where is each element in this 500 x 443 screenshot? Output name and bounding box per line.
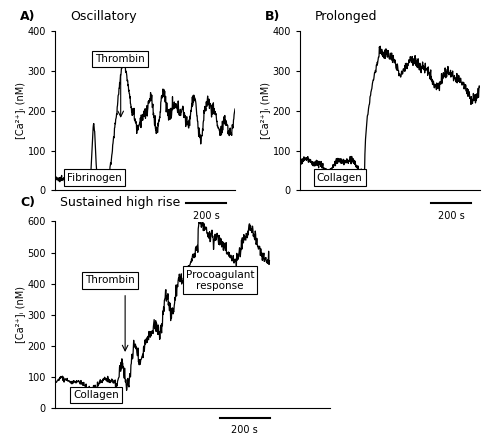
Text: Collagen: Collagen [74, 390, 119, 400]
Text: Oscillatory: Oscillatory [70, 10, 136, 23]
Text: C): C) [20, 196, 35, 209]
Text: Fibrinogen: Fibrinogen [67, 172, 122, 183]
Text: B): B) [265, 10, 280, 23]
Text: Collagen: Collagen [316, 172, 362, 183]
Text: A): A) [20, 10, 36, 23]
Text: 200 s: 200 s [232, 425, 258, 435]
Y-axis label: [Ca²⁺]ᵢ (nM): [Ca²⁺]ᵢ (nM) [14, 286, 24, 343]
Text: Procoagulant
response: Procoagulant response [186, 270, 254, 291]
Text: Thrombin: Thrombin [95, 54, 144, 64]
Text: 200 s: 200 s [193, 211, 220, 221]
Y-axis label: [Ca²⁺]ᵢ (nM): [Ca²⁺]ᵢ (nM) [14, 82, 24, 139]
Text: Prolonged: Prolonged [315, 10, 378, 23]
Text: Sustained high rise: Sustained high rise [60, 196, 180, 209]
Y-axis label: [Ca²⁺]ᵢ (nM): [Ca²⁺]ᵢ (nM) [260, 82, 270, 139]
Text: 200 s: 200 s [438, 211, 464, 221]
Text: Thrombin: Thrombin [85, 276, 135, 285]
